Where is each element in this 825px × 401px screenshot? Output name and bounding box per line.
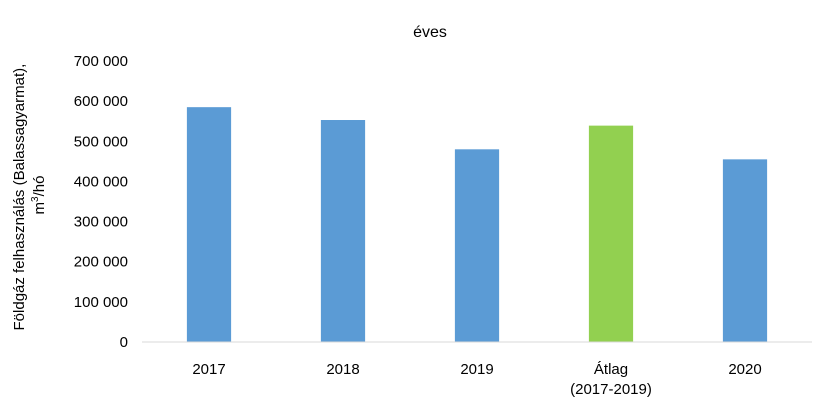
- chart-title: éves: [413, 24, 447, 41]
- x-tick-label: 2019: [460, 361, 493, 378]
- y-tick-label: 600 000: [74, 93, 128, 110]
- y-axis-label: Földgáz felhasználás (Balassagyarmat), m…: [11, 60, 48, 331]
- x-tick-label-line: 2020: [728, 361, 761, 378]
- y-tick-label: 700 000: [74, 53, 128, 70]
- bar: [588, 125, 634, 342]
- bars: [186, 107, 768, 343]
- x-tick-label-line: 2017: [192, 361, 225, 378]
- y-axis-label-line2-sup: 3: [30, 196, 41, 202]
- y-tick-label: 100 000: [74, 294, 128, 311]
- x-tick-label: 2018: [326, 361, 359, 378]
- bar: [454, 149, 500, 342]
- x-tick-label-line: 2018: [326, 361, 359, 378]
- y-tick-label: 200 000: [74, 254, 128, 271]
- bar: [320, 120, 366, 342]
- y-axis-label-line2-pre: m: [31, 202, 48, 215]
- x-tick-label: Átlag (2017-2019): [570, 361, 652, 398]
- x-tick-label-line: Átlag: [594, 361, 628, 378]
- x-axis-ticks: 2017 2018 2019 Átlag (2017-2019) 2020: [192, 361, 761, 398]
- x-tick-label-line: 2019: [460, 361, 493, 378]
- y-axis-ticks: 0 100 000 200 000 300 000 400 000 500 000 600 …: [74, 53, 128, 351]
- x-tick-label: 2020: [728, 361, 761, 378]
- bar: [722, 159, 768, 342]
- y-axis-label-line2-post: /hó: [31, 176, 48, 197]
- y-tick-label: 300 000: [74, 214, 128, 231]
- y-tick-label: 400 000: [74, 173, 128, 190]
- y-tick-label: 0: [120, 334, 128, 351]
- bar: [186, 107, 232, 343]
- y-axis-label-line1: Földgáz felhasználás (Balassagyarmat),: [11, 64, 28, 331]
- x-tick-label-line: (2017-2019): [570, 381, 652, 398]
- y-tick-label: 500 000: [74, 133, 128, 150]
- x-tick-label: 2017: [192, 361, 225, 378]
